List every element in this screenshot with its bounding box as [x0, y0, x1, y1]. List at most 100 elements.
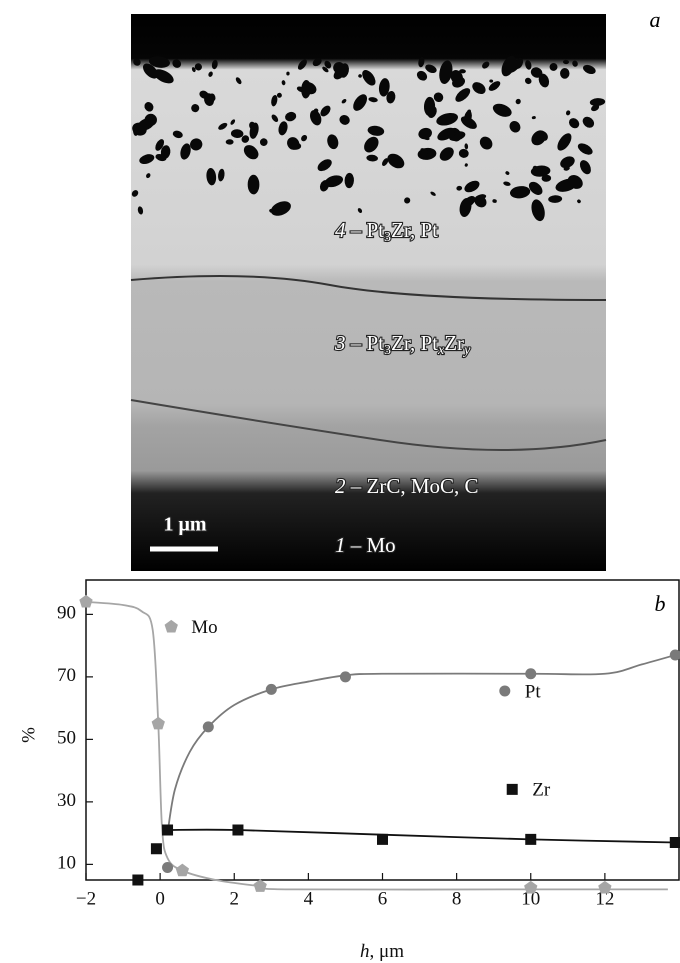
pore	[528, 181, 543, 195]
subscript: 3	[384, 230, 391, 245]
legend-marker	[499, 685, 511, 697]
pore	[423, 136, 430, 141]
y-tick-label: 50	[57, 728, 76, 749]
pore	[456, 185, 463, 191]
y-tick-label: 90	[57, 603, 76, 624]
pore	[560, 68, 570, 79]
point	[669, 837, 680, 848]
fit-curve	[166, 654, 676, 834]
pore	[301, 79, 311, 99]
pore	[577, 143, 593, 155]
pore	[317, 159, 332, 172]
pore	[567, 175, 583, 189]
pore	[281, 80, 286, 86]
x-tick-label: 10	[521, 888, 540, 909]
crack	[130, 399, 607, 451]
pore	[301, 134, 308, 142]
pore	[439, 147, 454, 161]
pore	[297, 59, 307, 70]
y-axis-label: %	[18, 727, 39, 743]
layer-label: 3 – Pt3Zr, PtxZry	[334, 331, 471, 358]
x-tick-label: 6	[378, 888, 388, 909]
pore	[577, 199, 581, 204]
pore	[190, 138, 203, 151]
pore	[357, 208, 363, 213]
layer-label: 1 – Mo	[335, 533, 396, 557]
point	[162, 862, 174, 873]
pore	[582, 116, 595, 128]
pore	[531, 116, 536, 120]
layer-number: 1	[335, 533, 351, 557]
pore	[525, 60, 532, 70]
legend-label: Mo	[191, 617, 217, 638]
pore	[565, 110, 571, 116]
pore	[579, 160, 591, 175]
pore	[591, 104, 600, 112]
pore	[144, 113, 157, 127]
pore	[562, 59, 570, 65]
pore	[464, 143, 469, 150]
pore	[549, 62, 558, 71]
pore	[194, 63, 202, 71]
pore	[503, 181, 511, 186]
pore	[131, 190, 139, 197]
pore	[271, 94, 278, 107]
crack	[130, 275, 607, 301]
layer-label: 4 – Pt3Zr, Pt	[335, 218, 438, 245]
fit-curve	[85, 600, 668, 891]
pore	[137, 206, 144, 215]
pore	[492, 103, 512, 117]
pore	[489, 79, 494, 83]
pore	[148, 56, 170, 68]
pore	[459, 197, 472, 217]
x-tick-label: 2	[230, 888, 240, 909]
pore	[418, 56, 425, 68]
x-tick-label: 8	[452, 888, 462, 909]
point	[79, 594, 93, 608]
pore	[341, 99, 347, 104]
layer-number: 2	[335, 474, 351, 498]
pore	[368, 97, 378, 103]
x-tick-label: −2	[76, 888, 96, 909]
pore	[378, 78, 390, 97]
pores	[131, 55, 606, 222]
y-tick-label: 10	[57, 853, 76, 874]
point	[175, 863, 190, 877]
x-tick-label: 4	[304, 888, 314, 909]
pore	[530, 67, 543, 78]
point	[202, 721, 214, 733]
x-tick-label: 0	[155, 888, 165, 909]
micrograph: 1 μm a	[130, 7, 661, 571]
point	[265, 683, 277, 695]
pore	[218, 122, 228, 130]
layer-number: 4	[335, 218, 351, 242]
point	[669, 649, 680, 661]
panel-label: a	[650, 7, 661, 32]
pore	[339, 114, 350, 125]
pore	[155, 139, 165, 151]
pore	[133, 58, 141, 66]
pore	[276, 92, 282, 98]
pore	[439, 60, 453, 84]
pore	[286, 71, 290, 76]
point	[525, 668, 537, 680]
pore	[312, 58, 322, 67]
pore	[144, 102, 154, 112]
pore	[211, 59, 218, 70]
pore	[199, 90, 209, 99]
pore	[172, 59, 182, 68]
pore	[324, 60, 332, 69]
pore	[455, 88, 471, 102]
layer-number: 3	[334, 331, 351, 355]
point	[132, 874, 144, 886]
pore	[404, 197, 411, 204]
pore	[459, 69, 466, 74]
pore	[472, 82, 486, 95]
point	[150, 843, 162, 855]
point	[598, 880, 612, 894]
pore	[418, 127, 432, 140]
fit-curve	[167, 828, 676, 844]
legend-label: Pt	[525, 681, 542, 702]
layer-text: – Pt	[350, 218, 384, 242]
